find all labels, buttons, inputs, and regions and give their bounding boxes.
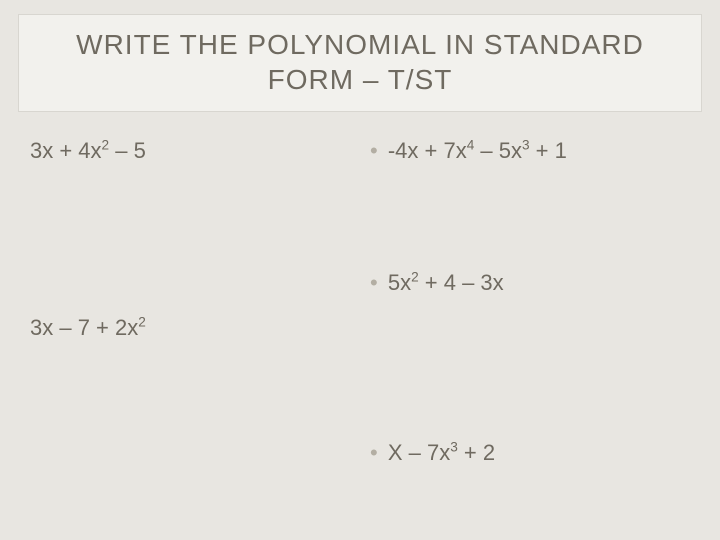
expr-text: 3x + 4x [30, 138, 102, 163]
expr-text: – 5 [109, 138, 146, 163]
expr-sup: 3 [450, 440, 458, 455]
left-expr-1: 3x + 4x2 – 5 [30, 138, 146, 164]
bullet-icon: • [370, 440, 378, 465]
left-column: 3x + 4x2 – 5 3x – 7 + 2x2 [30, 120, 350, 520]
expr-text: + 1 [530, 138, 567, 163]
content-area: 3x + 4x2 – 5 3x – 7 + 2x2 • -4x + 7x4 – … [30, 120, 690, 520]
right-expr-1: • -4x + 7x4 – 5x3 + 1 [370, 138, 567, 164]
bullet-icon: • [370, 138, 378, 163]
expr-sup: 3 [522, 138, 530, 153]
bullet-icon: • [370, 270, 378, 295]
right-expr-3: • X – 7x3 + 2 [370, 440, 495, 466]
title-box: WRITE THE POLYNOMIAL IN STANDARD FORM – … [18, 14, 702, 112]
expr-text: – 5x [474, 138, 522, 163]
title-line-2: FORM – T/ST [268, 64, 453, 95]
expr-sup: 2 [102, 138, 110, 153]
expr-text: + 4 – 3x [419, 270, 504, 295]
expr-text: + 2 [458, 440, 495, 465]
right-column: • -4x + 7x4 – 5x3 + 1 • 5x2 + 4 – 3x • X… [370, 120, 690, 520]
title-line-1: WRITE THE POLYNOMIAL IN STANDARD [76, 29, 644, 60]
expr-text: X – 7x [388, 440, 450, 465]
expr-text: -4x + 7x [388, 138, 467, 163]
expr-text: 5x [388, 270, 411, 295]
expr-text: 3x – 7 + 2x [30, 315, 138, 340]
expr-sup: 2 [138, 315, 146, 330]
slide-title: WRITE THE POLYNOMIAL IN STANDARD FORM – … [35, 27, 685, 97]
left-expr-2: 3x – 7 + 2x2 [30, 315, 146, 341]
expr-sup: 2 [411, 270, 419, 285]
right-expr-2: • 5x2 + 4 – 3x [370, 270, 504, 296]
